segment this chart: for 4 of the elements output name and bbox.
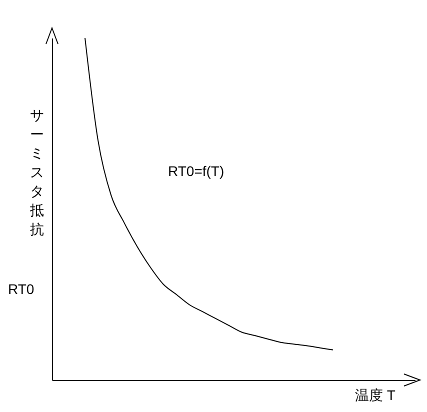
text: RT0=f(T) — [168, 163, 224, 179]
x-axis-title: 温度 T — [355, 387, 396, 403]
text: RT0 — [8, 281, 34, 297]
y-axis-title: サーミスタ抵抗 — [29, 106, 45, 239]
